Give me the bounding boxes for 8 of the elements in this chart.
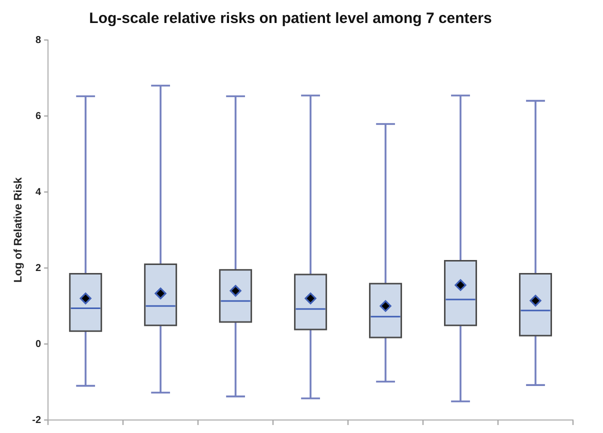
y-tick-label: 2 <box>36 262 42 274</box>
y-tick-label: 6 <box>36 110 42 122</box>
y-tick-label: 0 <box>36 338 42 350</box>
y-tick-label: 4 <box>36 186 42 198</box>
y-axis-title: Log of Relative Risk <box>12 176 25 283</box>
y-tick-label: -2 <box>32 414 42 426</box>
chart-title: Log-scale relative risks on patient level among 7 centers <box>89 10 492 28</box>
y-tick-label: 8 <box>36 34 42 46</box>
